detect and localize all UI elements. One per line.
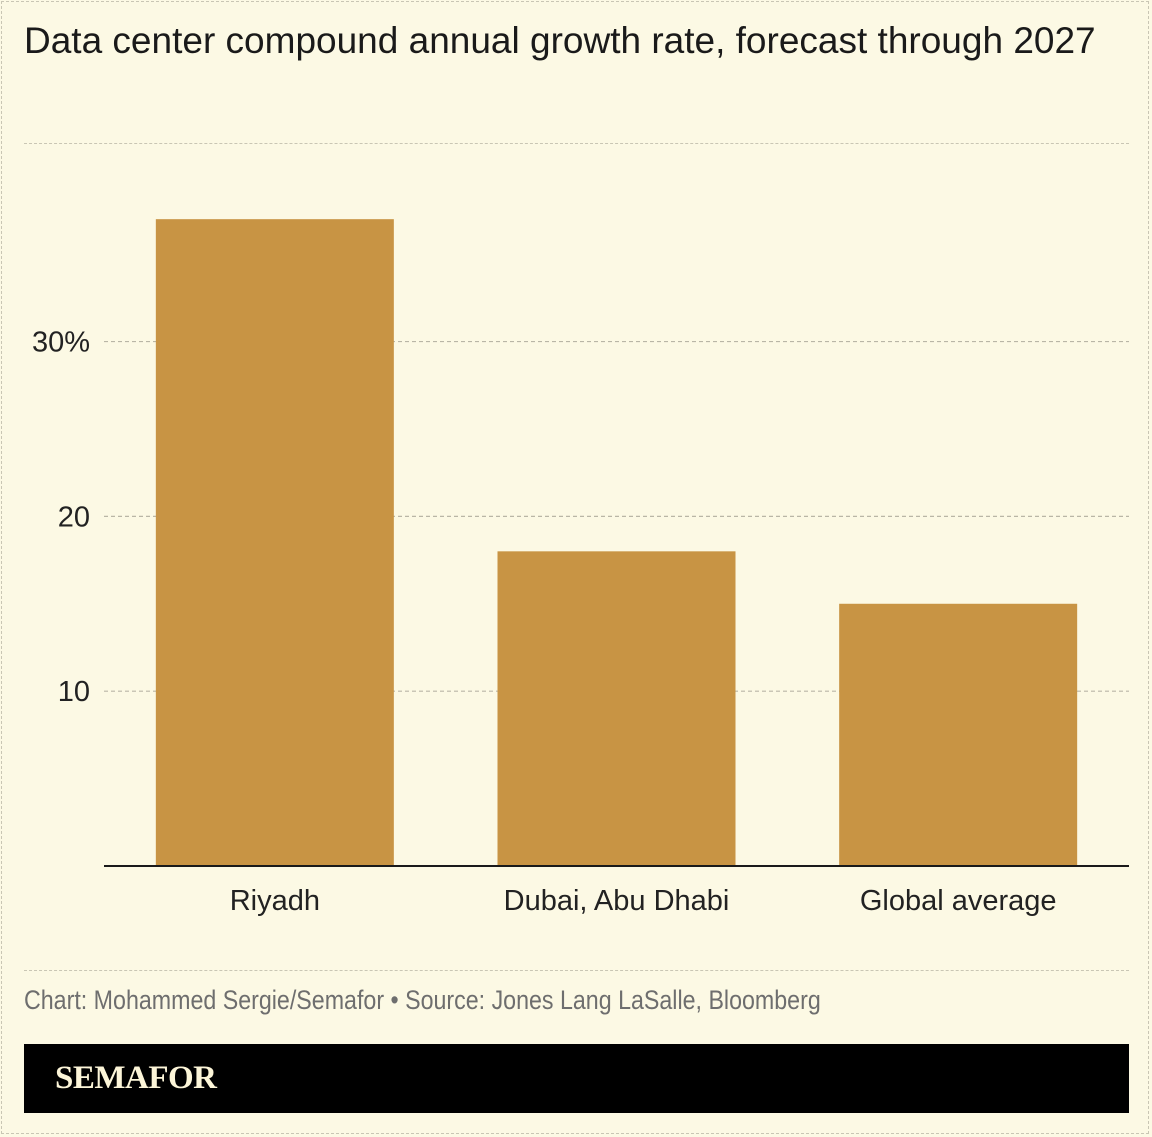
brand-bar: SEMAFOR	[24, 1044, 1129, 1113]
bar-chart: 10 20 30% Riyadh Dubai, Abu Dhabi Global aver…	[32, 219, 1129, 917]
semafor-logo: SEMAFOR	[55, 1060, 217, 1096]
y-tick-label: 20	[58, 501, 90, 533]
footer-divider	[24, 970, 1129, 971]
title-divider	[24, 143, 1129, 144]
bar	[839, 603, 1078, 866]
y-tick-label: 30%	[32, 327, 90, 359]
x-tick-label: Dubai, Abu Dhabi	[504, 885, 730, 917]
bar	[497, 551, 736, 866]
source-credit: Chart: Mohammed Sergie/Semafor • Source:…	[24, 985, 821, 1015]
y-tick-label: 10	[58, 676, 90, 708]
x-tick-label: Riyadh	[230, 885, 320, 917]
chart-title: Data center compound annual growth rate,…	[24, 20, 1096, 61]
x-tick-label: Global average	[860, 885, 1057, 917]
bar	[155, 219, 394, 867]
